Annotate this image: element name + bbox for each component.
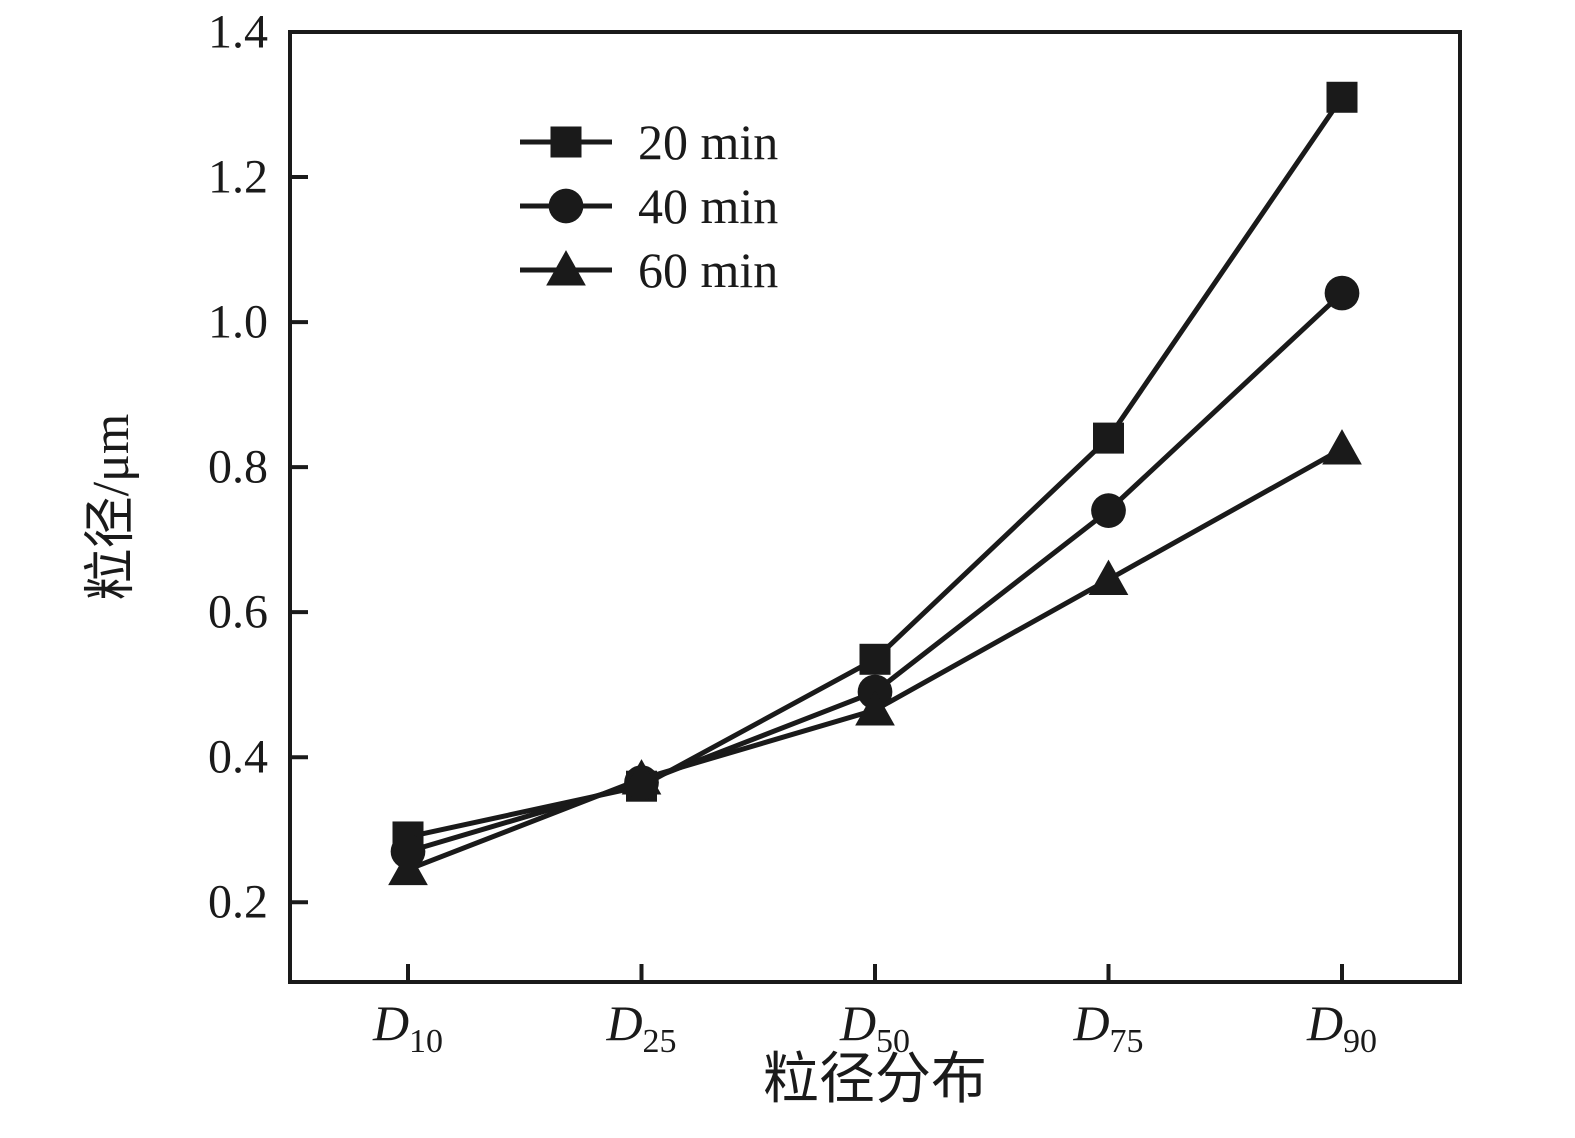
legend-label: 20 min	[638, 114, 778, 170]
y-tick-label: 1.0	[208, 296, 268, 349]
triangle-marker	[621, 759, 662, 795]
legend-item-60-min: 60 min	[520, 242, 778, 298]
legend-item-40-min: 40 min	[520, 178, 778, 234]
circle-marker	[1091, 493, 1126, 528]
triangle-marker	[388, 849, 428, 886]
triangle-icon	[546, 250, 586, 286]
y-tick-label: 1.2	[208, 151, 268, 204]
triangle-marker	[1088, 559, 1129, 596]
circle-icon	[548, 188, 584, 224]
x-tick-label: D90	[1306, 995, 1377, 1060]
legend-label: 40 min	[638, 178, 778, 234]
x-tick-label: D50	[839, 995, 910, 1060]
square-marker	[859, 643, 891, 675]
y-tick-label: 0.8	[208, 441, 268, 494]
y-tick-label: 0.4	[208, 731, 268, 784]
y-tick-label: 0.6	[208, 586, 268, 639]
x-axis-title: 粒径分布	[763, 1049, 987, 1111]
series-60-min	[388, 429, 1362, 886]
y-axis-title: 粒径/μm	[83, 414, 140, 601]
triangle-marker	[855, 690, 895, 726]
square-icon	[550, 126, 582, 158]
x-tick-label: D75	[1072, 995, 1143, 1060]
triangle-marker	[1322, 429, 1362, 465]
x-tick-label: D10	[372, 995, 443, 1060]
square-marker	[1326, 81, 1358, 113]
y-tick-label: 1.4	[208, 6, 268, 59]
legend-label: 60 min	[638, 242, 778, 298]
legend-item-20-min: 20 min	[520, 114, 778, 170]
x-axis: D10 D25 D50 D75 D90	[372, 964, 1377, 1060]
y-tick-label: 0.2	[208, 876, 268, 929]
square-marker	[1093, 422, 1124, 454]
y-axis: 0.2 0.4 0.6 0.8 1.0 1.2 1.4	[208, 6, 308, 929]
legend: 20 min 40 min 60 min	[520, 114, 778, 298]
x-tick-label: D25	[605, 995, 676, 1060]
circle-marker	[1324, 275, 1360, 311]
